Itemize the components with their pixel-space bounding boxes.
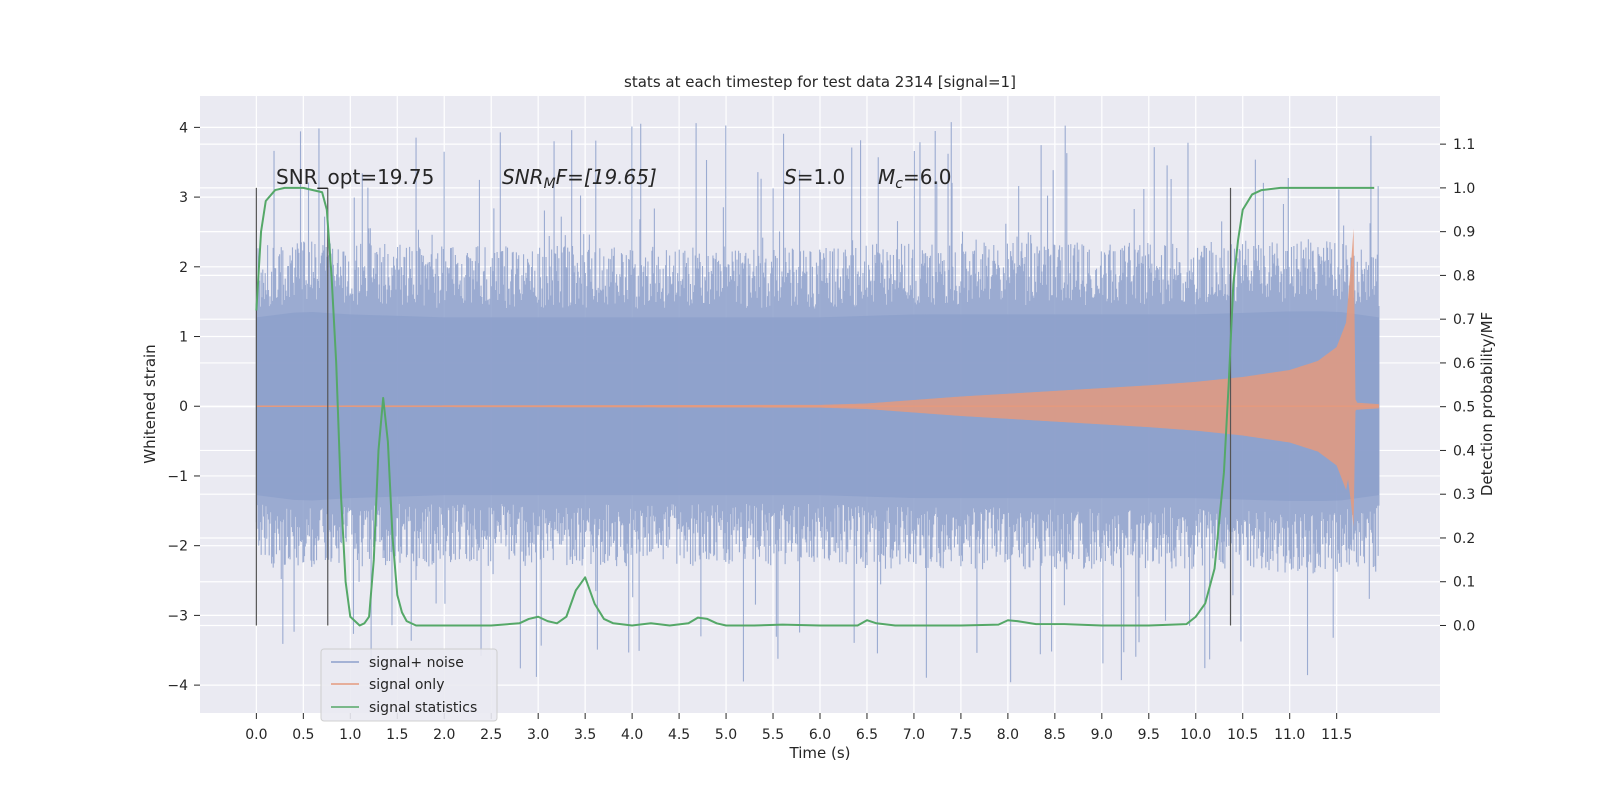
x-tick-label: 5.0 [715, 727, 737, 743]
x-axis-label: Time (s) [789, 744, 851, 762]
y2-tick-label: 0.9 [1453, 225, 1475, 241]
y2-tick-label: 0.5 [1453, 400, 1475, 416]
annotation-snr-opt: SNR_opt=19.75 [276, 165, 434, 189]
signal-statistics-line [255, 186, 1375, 627]
y2-tick-label: 0.3 [1453, 487, 1475, 503]
y2-tick-label: 0.0 [1453, 618, 1475, 634]
y-tick-label: 2 [179, 260, 188, 276]
x-tick-label: 6.5 [856, 727, 878, 743]
y-axis-label: Whitened strain [141, 344, 159, 463]
y-tick-label: −2 [167, 539, 188, 555]
x-tick-label: 1.0 [339, 727, 361, 743]
y2-tick-label: 0.4 [1453, 443, 1475, 459]
y-axis-ticks: −4 −3 −2 −1 0 1 2 3 4 [167, 120, 200, 694]
x-tick-label: 4.5 [668, 727, 690, 743]
x-tick-label: 8.5 [1044, 727, 1066, 743]
legend-label-signal-statistics: signal statistics [369, 700, 477, 716]
annotation-snr-mf: SNRMF=[19.65] [502, 165, 657, 192]
y2-tick-label: 0.6 [1453, 356, 1475, 372]
legend-label-signal-only: signal only [369, 677, 444, 693]
x-tick-label: 11.0 [1274, 727, 1305, 743]
x-tick-label: 3.5 [574, 727, 596, 743]
x-tick-label: 9.5 [1138, 727, 1160, 743]
x-tick-label: 6.0 [809, 727, 831, 743]
y2-tick-label: 0.8 [1453, 268, 1475, 284]
legend: signal+ noise signal only signal statist… [320, 648, 498, 722]
y2-axis-label: Detection probability/MF [1478, 312, 1496, 496]
x-tick-label: 7.5 [950, 727, 972, 743]
x-tick-label: 0.5 [292, 727, 314, 743]
y-tick-label: −1 [167, 469, 188, 485]
x-tick-label: 10.5 [1227, 727, 1258, 743]
chart-title: stats at each timestep for test data 231… [624, 73, 1016, 91]
y-tick-label: 0 [179, 399, 188, 415]
x-tick-label: 2.0 [433, 727, 455, 743]
y-tick-label: −4 [167, 678, 188, 694]
legend-box [320, 648, 498, 722]
x-tick-label: 1.5 [386, 727, 408, 743]
series-signal-only [256, 228, 1379, 528]
annotation-s: S=1.0 [784, 165, 845, 189]
x-tick-label: 11.5 [1321, 727, 1352, 743]
y2-tick-label: 0.1 [1453, 575, 1475, 591]
y-tick-label: 4 [179, 120, 188, 136]
x-tick-label: 0.0 [245, 727, 267, 743]
series-signal-statistics [255, 186, 1375, 627]
y2-tick-label: 0.7 [1453, 312, 1475, 328]
y2-axis-ticks: 0.0 0.1 0.2 0.3 0.4 0.5 0.6 0.7 0.8 0.9 1.0 1.1 [1440, 137, 1475, 634]
x-tick-label: 5.5 [762, 727, 784, 743]
x-tick-label: 10.0 [1180, 727, 1211, 743]
x-tick-label: 4.0 [621, 727, 643, 743]
x-tick-label: 9.0 [1091, 727, 1113, 743]
legend-label-signal-noise: signal+ noise [369, 655, 464, 671]
x-tick-label: 7.0 [903, 727, 925, 743]
x-tick-label: 2.5 [480, 727, 502, 743]
y2-tick-label: 0.2 [1453, 531, 1475, 547]
x-tick-label: 8.0 [997, 727, 1019, 743]
x-axis-ticks: 0.0 0.5 1.0 1.5 2.0 2.5 3.0 3.5 4.0 4.5 5.0 5.5 6.0 6… [245, 713, 1352, 743]
vertical-markers [255, 187, 1232, 626]
y2-tick-label: 1.0 [1453, 181, 1475, 197]
y-tick-label: 1 [179, 330, 188, 346]
x-tick-label: 3.0 [527, 727, 549, 743]
y2-tick-label: 1.1 [1453, 137, 1475, 153]
annotation-mc: Mc=6.0 [878, 165, 952, 192]
y-tick-label: 3 [179, 190, 188, 206]
y-tick-label: −3 [167, 608, 188, 624]
